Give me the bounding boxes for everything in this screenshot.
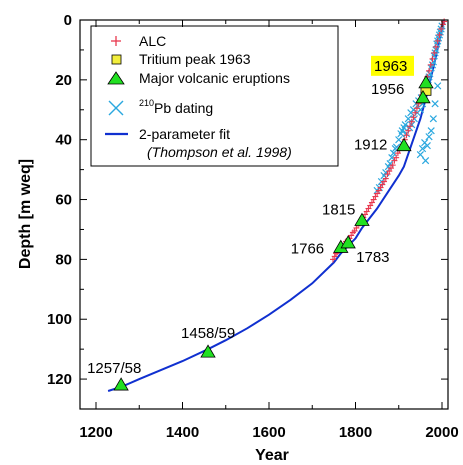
- legend-box: [90, 25, 339, 167]
- pb210-point-stroke: [388, 154, 396, 162]
- x-tick-label: 2000: [425, 424, 458, 441]
- alc-point: [408, 118, 415, 125]
- volcanic-point: [113, 377, 129, 391]
- annotation-highlight: [370, 55, 414, 76]
- pb210-point: [429, 115, 437, 123]
- alc-point: [389, 162, 396, 169]
- pb210-point: [423, 142, 431, 150]
- pb210-point-stroke: [434, 82, 442, 90]
- pb210-point: [395, 136, 403, 144]
- fit-line: [107, 19, 446, 392]
- x-tick-label: 1800: [339, 424, 372, 441]
- annotation-label: 1257/58: [87, 360, 141, 377]
- legend-marker-volcanic: [107, 71, 125, 85]
- pb210-point: [421, 157, 430, 165]
- annotation-label: 1912: [354, 137, 387, 154]
- legend-label-tritium: Tritium peak 1963: [139, 51, 251, 67]
- x-tick-label: 1600: [252, 424, 285, 441]
- alc-point: [431, 49, 438, 56]
- annotation-label: 1458/59: [181, 325, 235, 342]
- pb210-point-stroke: [416, 151, 424, 159]
- pb210-point: [427, 127, 435, 135]
- y-tick-label: 80: [55, 251, 72, 268]
- pb210-point: [418, 145, 427, 153]
- alc-point: [406, 123, 413, 130]
- annotation-layer: 1257/58 1458/59 1766 1783 1815 1912 1956 1963: [87, 55, 414, 377]
- pb210-point-stroke: [418, 145, 427, 153]
- pb210-point-stroke: [395, 136, 403, 144]
- pb210-point-stroke: [429, 115, 437, 123]
- series-layer: [107, 18, 448, 392]
- alc-point: [429, 55, 436, 62]
- legend-label-fit: 2-parameter fit: [139, 126, 230, 142]
- pb210-point-stroke: [382, 168, 390, 177]
- volcanic-point: [340, 235, 356, 249]
- alc-point: [393, 154, 400, 161]
- annotation-label: 1815: [322, 201, 355, 218]
- pb210-point: [416, 151, 424, 159]
- pb210-point-stroke: [425, 133, 433, 141]
- pb210-point: [431, 100, 439, 108]
- y-tick-label: 120: [47, 371, 72, 388]
- alc-point: [436, 31, 443, 38]
- pb210-point-stroke: [423, 142, 431, 150]
- legend: ALC Tritium peak 1963 Major volcanic eru…: [90, 25, 339, 167]
- pb210-point-stroke: [404, 115, 412, 123]
- alc-point: [426, 67, 433, 74]
- pb210-point-stroke: [409, 106, 418, 114]
- pb210-point: [434, 82, 442, 90]
- volcanic-point: [415, 90, 431, 104]
- alc-point: [413, 105, 420, 112]
- x-tick-label: 1200: [79, 424, 112, 441]
- legend-label-fit-citation: (Thompson et al. 1998): [147, 144, 292, 160]
- y-tick-label: 40: [55, 132, 72, 149]
- alc-point: [412, 109, 419, 116]
- alc-point: [427, 61, 434, 68]
- pb210-point: [416, 106, 424, 114]
- pb210-point-stroke: [427, 127, 435, 135]
- alc-point: [432, 43, 439, 50]
- pb210-point-stroke: [431, 100, 439, 108]
- volcanic-point: [200, 344, 216, 358]
- annotation-label: 1956: [371, 81, 404, 98]
- pb210-point: [404, 115, 412, 123]
- y-tick-label: 60: [55, 192, 72, 209]
- axes-layer: 1200 1400 1600 1800 2000 0 20 40 60 80 100 120: [47, 12, 459, 441]
- alc-point: [331, 253, 338, 260]
- legend-label-volcanic: Major volcanic eruptions: [139, 70, 290, 86]
- annotation-label: 1766: [291, 240, 324, 257]
- pb210-point: [401, 121, 409, 129]
- alc-point: [438, 25, 445, 32]
- volcanic-point: [418, 75, 434, 89]
- legend-label-alc: ALC: [139, 33, 166, 49]
- annotation-label: 1963: [374, 58, 407, 75]
- pb210-point-stroke: [392, 143, 401, 151]
- legend-marker-tritium: [111, 54, 122, 65]
- y-axis-title: Depth [m weq]: [17, 159, 34, 269]
- volcanic-point: [354, 212, 370, 226]
- pb210-point: [425, 133, 433, 141]
- alc-point: [405, 127, 412, 134]
- y-tick-label: 20: [55, 72, 72, 89]
- pb210-point-stroke: [401, 121, 409, 129]
- annotation-label: 1783: [356, 249, 389, 266]
- pb210-point-stroke: [421, 157, 430, 165]
- y-tick-label: 100: [47, 311, 72, 328]
- alc-point: [439, 21, 446, 28]
- x-axis-title: Year: [255, 447, 289, 464]
- alc-point: [434, 37, 441, 44]
- alc-point: [382, 175, 389, 182]
- alc-point: [403, 132, 410, 139]
- legend-marker-pb210: [108, 100, 124, 116]
- volcanic-point: [396, 137, 412, 152]
- legend-marker-alc: [111, 36, 121, 46]
- pb210-point-stroke: [389, 149, 398, 157]
- y-tick-label: 0: [64, 12, 72, 29]
- x-tick-label: 1400: [166, 424, 199, 441]
- alc-point: [410, 114, 417, 121]
- pb210-point-stroke: [386, 160, 394, 168]
- legend-label-pb210: 210Pb dating: [139, 98, 213, 116]
- pb210-point-stroke: [416, 106, 424, 114]
